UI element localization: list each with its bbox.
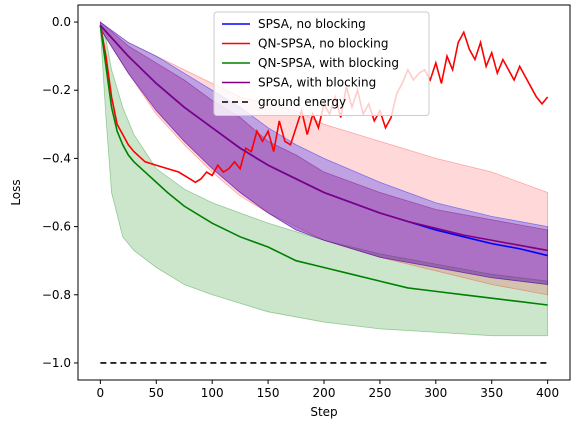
x-tick-label: 100 <box>201 386 224 400</box>
x-tick-label: 400 <box>536 386 559 400</box>
x-tick-label: 150 <box>257 386 280 400</box>
y-tick-label: −0.6 <box>42 220 71 234</box>
legend-label-qn-spsa-with-blocking: QN-SPSA, with blocking <box>258 56 399 70</box>
x-tick-label: 250 <box>368 386 391 400</box>
series-lines <box>99 24 549 364</box>
legend-label-ground-energy: ground energy <box>258 95 346 109</box>
x-tick-label: 0 <box>97 386 105 400</box>
legend-label-spsa-no-blocking: SPSA, no blocking <box>258 17 366 31</box>
series-line-qn-spsa-with-blocking <box>99 25 548 306</box>
x-tick-label: 350 <box>480 386 503 400</box>
series-line-spsa-with-blocking <box>99 24 548 252</box>
legend-label-qn-spsa-no-blocking: QN-SPSA, no blocking <box>258 37 388 51</box>
y-tick-label: −0.2 <box>42 83 71 97</box>
legend: SPSA, no blocking QN-SPSA, no blocking QN-… <box>213 11 430 116</box>
y-axis-label: Loss <box>9 179 23 205</box>
legend-label-spsa-with-blocking: SPSA, with blocking <box>258 76 376 90</box>
x-axis-label: Step <box>310 405 337 419</box>
y-axis: 0.0 −0.2 −0.4 −0.6 −0.8 −1.0 <box>42 15 78 370</box>
y-tick-label: −0.8 <box>42 288 71 302</box>
y-tick-label: 0.0 <box>52 15 71 29</box>
band-qn-spsa-with-blocking <box>99 25 549 337</box>
legend-box <box>213 11 430 116</box>
x-tick-label: 200 <box>313 386 336 400</box>
x-tick-label: 300 <box>424 386 447 400</box>
x-axis: 0 50 100 150 200 250 300 350 400 <box>97 380 559 400</box>
x-tick-label: 50 <box>149 386 164 400</box>
y-tick-label: −0.4 <box>42 151 71 165</box>
y-tick-label: −1.0 <box>42 356 71 370</box>
